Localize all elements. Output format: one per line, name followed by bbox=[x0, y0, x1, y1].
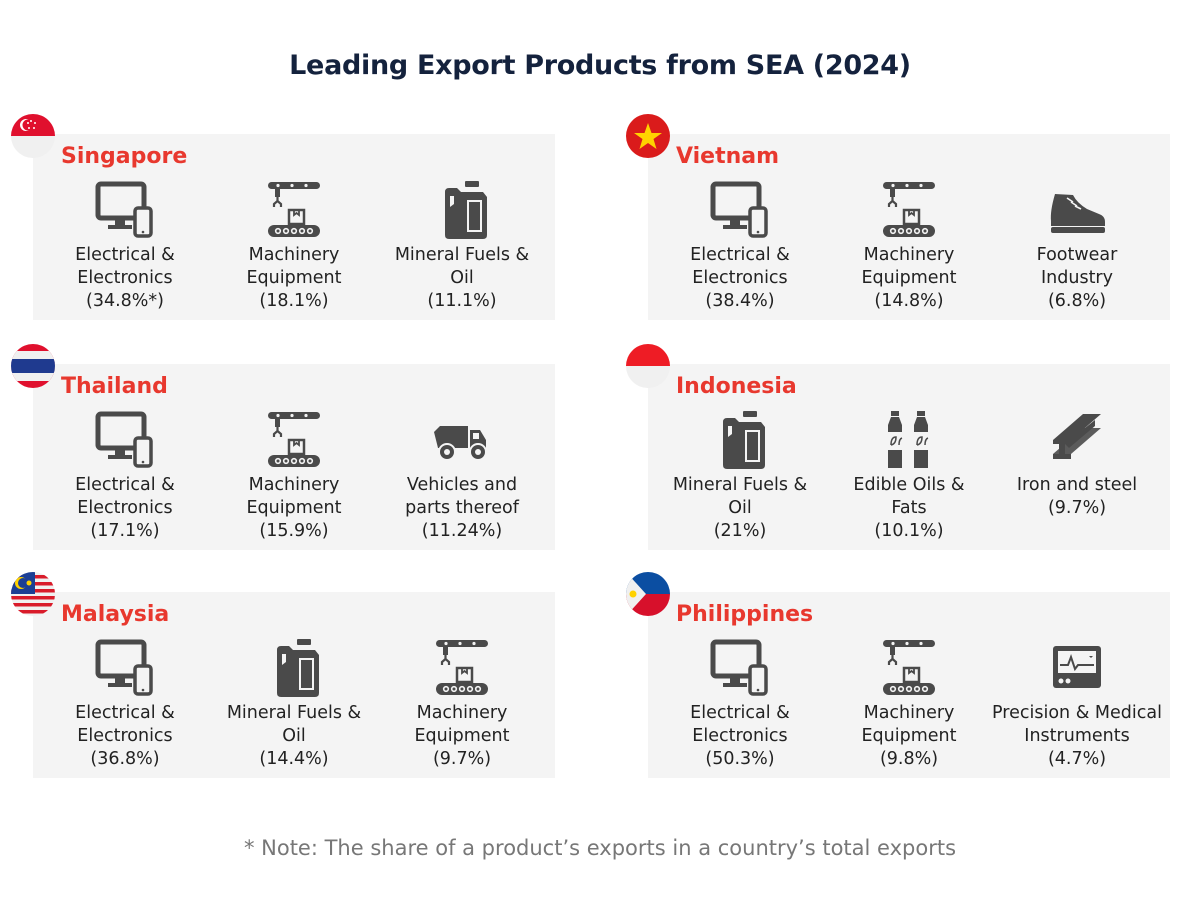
product-label: Machinery Equipment (18.1%) bbox=[246, 245, 342, 311]
product-item: Electrical & Electronics (34.8%*) bbox=[40, 180, 210, 313]
product-label: Electrical & Electronics (36.8%) bbox=[75, 703, 175, 769]
fuel-canister-icon bbox=[209, 638, 379, 698]
page-title: Leading Export Products from SEA (2024) bbox=[289, 50, 911, 81]
vietnam-flag-icon bbox=[626, 114, 670, 158]
oil-bottles-icon bbox=[824, 410, 994, 470]
product-label: Edible Oils & Fats (10.1%) bbox=[853, 475, 965, 541]
medical-monitor-icon bbox=[992, 638, 1162, 698]
country-panel-malaysia: Malaysia Electrical & Electronics (36.8%… bbox=[11, 572, 555, 778]
country-name: Malaysia bbox=[61, 602, 170, 627]
product-label: Machinery Equipment (14.8%) bbox=[861, 245, 957, 311]
product-item: Machinery Equipment (9.8%) bbox=[824, 638, 994, 771]
country-panel-vietnam: Vietnam Electrical & Electronics (38.4%)… bbox=[626, 114, 1170, 320]
philippines-flag-icon bbox=[626, 572, 670, 616]
thailand-flag-icon bbox=[11, 344, 55, 388]
conveyor-machinery-icon bbox=[209, 180, 379, 240]
product-item: Precision & Medical Instruments (4.7%) bbox=[992, 638, 1162, 771]
computer-phone-icon bbox=[655, 638, 825, 698]
country-panel-indonesia: Indonesia Mineral Fuels & Oil (21%) Edib… bbox=[626, 344, 1170, 550]
country-panel-thailand: Thailand Electrical & Electronics (17.1%… bbox=[11, 344, 555, 550]
indonesia-flag-icon bbox=[626, 344, 670, 388]
malaysia-flag-icon bbox=[11, 572, 55, 616]
country-name: Singapore bbox=[61, 144, 188, 169]
conveyor-machinery-icon bbox=[377, 638, 547, 698]
product-label: Electrical & Electronics (50.3%) bbox=[690, 703, 790, 769]
computer-phone-icon bbox=[40, 410, 210, 470]
country-panel-singapore: Singapore Electrical & Electronics (34.8… bbox=[11, 114, 555, 320]
product-label: Machinery Equipment (9.8%) bbox=[861, 703, 957, 769]
product-item: Vehicles and parts thereof (11.24%) bbox=[377, 410, 547, 543]
product-label: Mineral Fuels & Oil (21%) bbox=[672, 475, 808, 541]
product-label: Mineral Fuels & Oil (11.1%) bbox=[394, 245, 530, 311]
computer-phone-icon bbox=[655, 180, 825, 240]
conveyor-machinery-icon bbox=[824, 180, 994, 240]
product-item: Footwear Industry (6.8%) bbox=[992, 180, 1162, 313]
product-item: Mineral Fuels & Oil (21%) bbox=[655, 410, 825, 543]
product-item: Iron and steel (9.7%) bbox=[992, 410, 1162, 520]
computer-phone-icon bbox=[40, 638, 210, 698]
product-label: Footwear Industry (6.8%) bbox=[1036, 245, 1118, 311]
conveyor-machinery-icon bbox=[209, 410, 379, 470]
product-item: Electrical & Electronics (17.1%) bbox=[40, 410, 210, 543]
product-label: Machinery Equipment (15.9%) bbox=[246, 475, 342, 541]
product-label: Electrical & Electronics (34.8%*) bbox=[75, 245, 175, 311]
steel-beam-icon bbox=[992, 410, 1162, 470]
country-name: Thailand bbox=[61, 374, 168, 399]
conveyor-machinery-icon bbox=[824, 638, 994, 698]
footnote: * Note: The share of a product’s exports… bbox=[243, 836, 957, 860]
product-label: Electrical & Electronics (38.4%) bbox=[690, 245, 790, 311]
country-name: Indonesia bbox=[676, 374, 797, 399]
computer-phone-icon bbox=[40, 180, 210, 240]
fuel-canister-icon bbox=[655, 410, 825, 470]
product-label: Mineral Fuels & Oil (14.4%) bbox=[226, 703, 362, 769]
product-item: Mineral Fuels & Oil (11.1%) bbox=[377, 180, 547, 313]
product-label: Machinery Equipment (9.7%) bbox=[414, 703, 510, 769]
product-item: Edible Oils & Fats (10.1%) bbox=[824, 410, 994, 543]
singapore-flag-icon bbox=[11, 114, 55, 158]
dump-truck-icon bbox=[377, 410, 547, 470]
product-item: Machinery Equipment (18.1%) bbox=[209, 180, 379, 313]
shoe-icon bbox=[992, 180, 1162, 240]
product-label: Electrical & Electronics (17.1%) bbox=[75, 475, 175, 541]
product-label: Precision & Medical Instruments (4.7%) bbox=[992, 703, 1162, 769]
country-panel-philippines: Philippines Electrical & Electronics (50… bbox=[626, 572, 1170, 778]
product-item: Electrical & Electronics (50.3%) bbox=[655, 638, 825, 771]
product-item: Electrical & Electronics (36.8%) bbox=[40, 638, 210, 771]
product-item: Machinery Equipment (9.7%) bbox=[377, 638, 547, 771]
product-item: Electrical & Electronics (38.4%) bbox=[655, 180, 825, 313]
country-name: Vietnam bbox=[676, 144, 780, 169]
product-label: Vehicles and parts thereof (11.24%) bbox=[405, 475, 519, 541]
product-item: Machinery Equipment (15.9%) bbox=[209, 410, 379, 543]
product-label: Iron and steel (9.7%) bbox=[1016, 475, 1138, 518]
product-item: Machinery Equipment (14.8%) bbox=[824, 180, 994, 313]
product-item: Mineral Fuels & Oil (14.4%) bbox=[209, 638, 379, 771]
country-name: Philippines bbox=[676, 602, 814, 627]
fuel-canister-icon bbox=[377, 180, 547, 240]
